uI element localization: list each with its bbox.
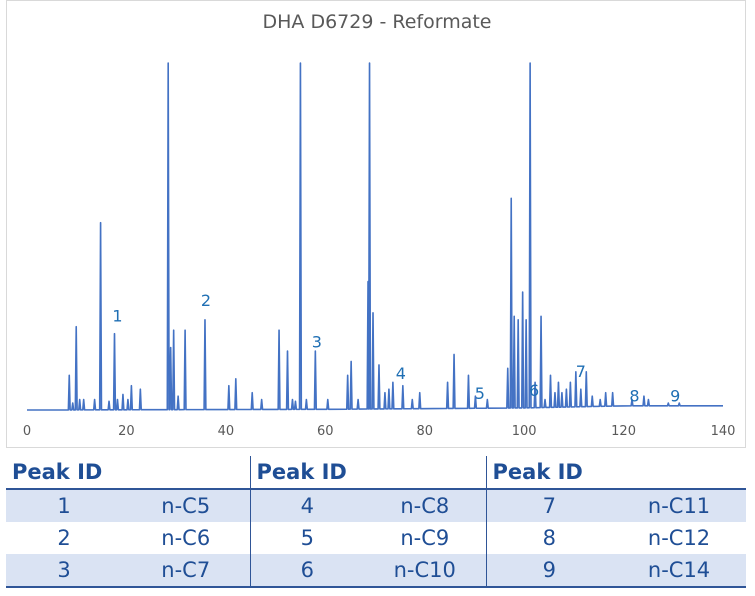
- chromatogram-svg: DHA D6729 - Reformate 0 20 40 60 80 100 120 140…: [23, 11, 736, 439]
- peak-id-cell: 9: [485, 554, 613, 588]
- compound-cell: n-C12: [647, 526, 711, 550]
- peak-annotation: 2: [201, 291, 211, 310]
- peak-annotation: 7: [576, 362, 586, 381]
- peak-annotation: 1: [112, 307, 122, 326]
- signal-trace: [26, 62, 724, 411]
- compound-cell: n-C9: [400, 526, 450, 550]
- compound-cell: n-C6: [161, 526, 211, 550]
- peak-annotations: 1 2 3 4 5 6 7 8 9: [112, 291, 680, 406]
- peak-id-cell: 1: [6, 489, 122, 522]
- compound-cell: n-C10: [364, 554, 487, 588]
- peak-id-cell: 4: [249, 489, 365, 522]
- peak-id-cell: 6: [249, 554, 365, 588]
- x-tick-label: 20: [118, 424, 135, 439]
- x-tick-label: 120: [611, 424, 636, 439]
- table-header-cell: Peak ID: [485, 456, 747, 490]
- compound-cell: n-C8: [364, 489, 487, 522]
- peak-annotation: 4: [396, 364, 406, 383]
- plot-layer: [26, 62, 724, 411]
- table-row: 1 n-C5 4 n-C8 7 n-C11: [6, 489, 747, 522]
- compound-cell: n-C14: [612, 554, 747, 588]
- peak-annotation: 8: [629, 387, 639, 406]
- x-tick-label: 140: [711, 424, 736, 439]
- peak-id-cell: 5: [249, 522, 365, 554]
- compound-cell: n-C11: [612, 489, 747, 522]
- table-row: 2 n-C6 5 n-C9 8 n-C12: [6, 522, 746, 554]
- table-header-cell: Peak ID: [249, 456, 487, 490]
- table-header-cell: Peak ID: [6, 456, 251, 490]
- peak-id-cell: 3: [6, 554, 122, 588]
- compound-cell: n-C5: [122, 489, 251, 522]
- table-row: 3 n-C7 6 n-C10 9 n-C14: [6, 554, 747, 588]
- peak-id-cell: 2: [57, 526, 71, 550]
- x-tick-label: 60: [317, 424, 334, 439]
- x-tick-label: 80: [416, 424, 433, 439]
- peak-annotation: 6: [529, 381, 539, 400]
- x-tick-label: 40: [218, 424, 235, 439]
- compound-cell: n-C7: [122, 554, 251, 588]
- x-tick-label: 0: [23, 424, 31, 439]
- chromatogram-chart: DHA D6729 - Reformate 0 20 40 60 80 100 120 140…: [6, 0, 746, 448]
- chart-title: DHA D6729 - Reformate: [263, 11, 492, 33]
- peak-id-table: Peak ID Peak ID Peak ID 1 n-C5 4 n-C8 7 …: [6, 456, 747, 588]
- x-tick-label: 100: [512, 424, 537, 439]
- peak-annotation: 5: [475, 384, 485, 403]
- table-header-row: Peak ID Peak ID Peak ID: [6, 456, 747, 490]
- x-axis-ticks: 0 20 40 60 80 100 120 140: [23, 424, 736, 439]
- peak-id-cell: 8: [485, 522, 613, 554]
- peak-id-cell: 7: [485, 489, 613, 522]
- peak-annotation: 9: [670, 387, 680, 406]
- peak-annotation: 3: [312, 333, 322, 352]
